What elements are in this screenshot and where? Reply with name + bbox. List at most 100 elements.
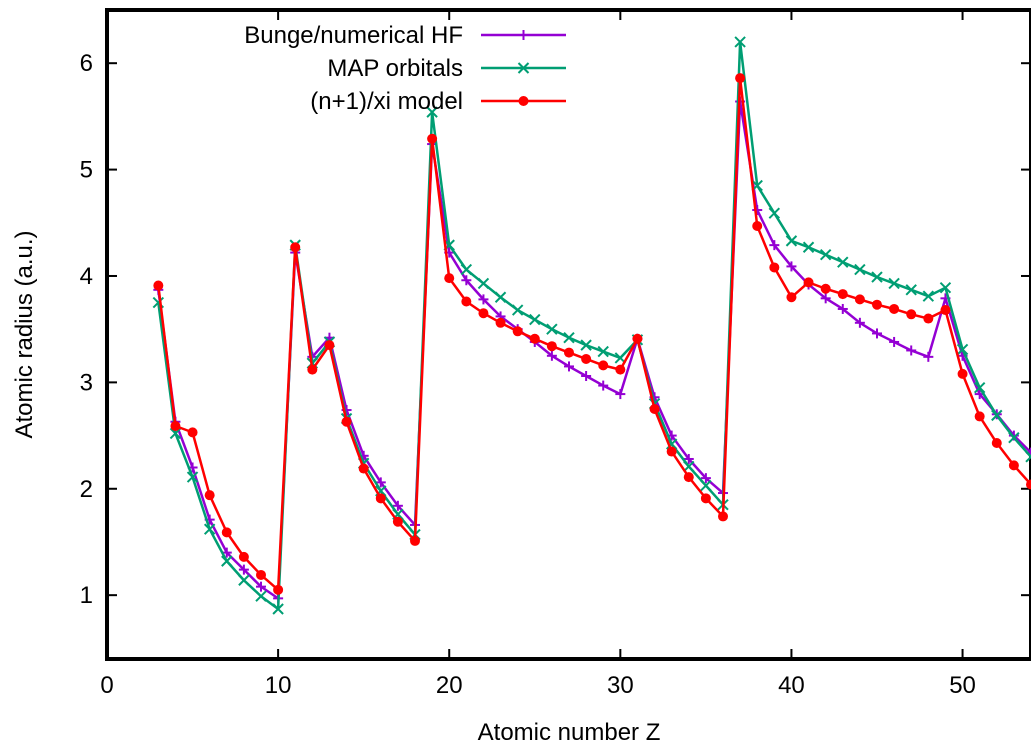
plot-area bbox=[152, 36, 1031, 615]
data-point bbox=[460, 263, 473, 276]
data-point bbox=[820, 283, 831, 294]
data-point bbox=[837, 256, 849, 268]
x-tick-label: 0 bbox=[100, 672, 113, 699]
data-point bbox=[238, 574, 250, 586]
series-line bbox=[157, 76, 1031, 592]
data-point bbox=[272, 603, 284, 615]
data-point bbox=[324, 340, 335, 351]
y-tick-label: 2 bbox=[80, 476, 93, 503]
data-point bbox=[1025, 451, 1031, 463]
data-point bbox=[580, 339, 592, 351]
legend-item: Bunge/numerical HF bbox=[244, 22, 566, 49]
data-point bbox=[872, 328, 882, 339]
data-point bbox=[923, 313, 934, 324]
data-point bbox=[889, 303, 900, 314]
y-tick-label: 4 bbox=[80, 263, 93, 290]
data-point bbox=[546, 323, 558, 335]
data-point bbox=[153, 280, 164, 291]
data-point bbox=[785, 235, 798, 247]
data-point bbox=[735, 73, 746, 84]
data-point bbox=[615, 364, 626, 375]
data-point bbox=[427, 133, 438, 144]
data-point bbox=[752, 220, 763, 231]
data-point bbox=[273, 584, 284, 595]
plot-frame bbox=[105, 8, 1031, 661]
data-point bbox=[957, 368, 968, 379]
data-point bbox=[546, 341, 557, 352]
data-point bbox=[819, 248, 832, 261]
data-point bbox=[889, 336, 900, 347]
data-point bbox=[888, 277, 900, 290]
data-point bbox=[495, 317, 506, 328]
data-point bbox=[871, 271, 883, 283]
data-point bbox=[683, 472, 694, 483]
legend: Bunge/numerical HF MAP orbitals (n+1)/xi m… bbox=[244, 22, 566, 115]
data-point bbox=[255, 590, 267, 602]
data-point bbox=[872, 299, 882, 310]
data-point bbox=[478, 294, 489, 305]
x-tick-label: 10 bbox=[265, 672, 292, 699]
series-2 bbox=[152, 36, 1031, 615]
data-point bbox=[700, 493, 711, 504]
series-1 bbox=[153, 96, 1031, 604]
data-point bbox=[683, 453, 694, 464]
data-point bbox=[666, 446, 677, 457]
data-point bbox=[564, 347, 574, 358]
data-point bbox=[564, 361, 574, 372]
data-point bbox=[991, 438, 1002, 449]
data-point bbox=[563, 331, 575, 344]
data-point bbox=[204, 490, 215, 501]
y-axis-title: Atomic radius (a.u.) bbox=[11, 230, 38, 438]
data-point bbox=[854, 294, 865, 305]
data-point bbox=[734, 36, 746, 48]
y-tick-label: 3 bbox=[80, 369, 93, 396]
data-point bbox=[649, 403, 660, 414]
y-tick-label: 6 bbox=[80, 50, 93, 77]
legend-item: MAP orbitals bbox=[327, 55, 566, 82]
data-point bbox=[837, 303, 848, 314]
data-point bbox=[974, 411, 985, 422]
series-3 bbox=[153, 73, 1031, 595]
data-point bbox=[290, 242, 301, 253]
data-point bbox=[837, 289, 848, 300]
data-point bbox=[906, 309, 917, 320]
data-point bbox=[256, 581, 266, 592]
x-tick-label: 50 bbox=[949, 672, 976, 699]
y-tick-label: 5 bbox=[80, 157, 93, 184]
data-point bbox=[615, 389, 626, 400]
data-point bbox=[426, 106, 438, 118]
data-point bbox=[187, 427, 198, 438]
data-point bbox=[444, 273, 455, 284]
data-point bbox=[752, 205, 763, 216]
legend-marker bbox=[517, 62, 530, 74]
data-point bbox=[1026, 479, 1031, 490]
data-point bbox=[854, 263, 866, 276]
data-point bbox=[632, 333, 643, 344]
data-point bbox=[769, 240, 780, 251]
data-point bbox=[991, 409, 1003, 422]
data-point bbox=[700, 473, 711, 484]
data-point bbox=[238, 551, 249, 562]
data-point bbox=[854, 317, 865, 328]
data-point bbox=[905, 284, 917, 296]
data-point bbox=[922, 290, 935, 302]
data-point bbox=[410, 535, 420, 546]
legend-marker bbox=[518, 96, 529, 106]
data-point bbox=[1008, 431, 1020, 444]
data-point bbox=[375, 477, 386, 488]
y-tick-label: 1 bbox=[80, 582, 93, 609]
data-point bbox=[169, 427, 182, 440]
data-point bbox=[461, 275, 472, 286]
data-point bbox=[598, 360, 609, 371]
data-point bbox=[358, 463, 369, 474]
series-line bbox=[157, 40, 1031, 611]
data-point bbox=[341, 416, 352, 427]
legend-label: Bunge/numerical HF bbox=[244, 22, 463, 49]
data-point bbox=[170, 420, 181, 431]
data-point bbox=[512, 326, 523, 337]
data-point bbox=[956, 343, 969, 356]
data-point bbox=[906, 345, 917, 356]
axes: 0 10 20 30 40 50 1 2 3 4 5 6 bbox=[80, 8, 1031, 699]
data-point bbox=[973, 381, 986, 394]
